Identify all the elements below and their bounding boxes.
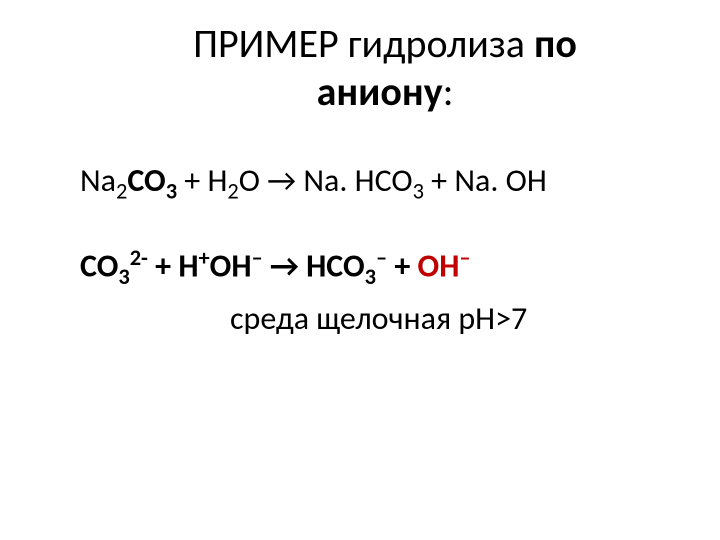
eq2-hco-sup: –: [376, 245, 387, 272]
eq2-co-sub: 3: [118, 264, 129, 291]
eq2-hco-sub: 3: [365, 264, 376, 291]
eq2-oh: OH: [210, 247, 252, 286]
molecular-equation: Na2CO3 + H2O → Na. HCO3 + Na. OH: [80, 161, 660, 205]
ionic-equation: CO32- + H+OH– → HCO3– + OH–: [80, 245, 660, 291]
eq2-co-sup: 2-: [130, 245, 148, 272]
eq2-arrow: → HCO: [263, 247, 365, 286]
eq1-co: CO: [127, 161, 165, 200]
environment-line: среда щелочная рН>7: [230, 299, 660, 338]
slide-title: ПРИМЕР гидролиза по аниону:: [110, 20, 660, 116]
eq1-prod1-sub: 3: [413, 178, 424, 205]
eq2-plus2: +: [387, 247, 417, 286]
env-text: среда щелочная рН>7: [230, 299, 527, 338]
eq1-o: O: [239, 161, 267, 200]
eq1-sub1: 2: [116, 178, 127, 205]
eq1-plus2: + Na. OH: [424, 161, 547, 200]
title-text-1: ПРИМЕР гидролиза: [193, 19, 534, 68]
eq2-oh2-sup: –: [459, 245, 470, 272]
eq2-plus-h: + H: [148, 247, 199, 286]
eq2-oh-sup: –: [252, 245, 263, 272]
eq1-na: Na: [80, 161, 116, 200]
title-colon: :: [443, 67, 454, 116]
title-line-2: аниону:: [110, 68, 660, 116]
eq1-plus-h: + H: [177, 161, 227, 200]
eq1-h2o-sub: 2: [227, 178, 238, 205]
eq1-prod1: Na. HCO: [296, 161, 412, 200]
title-line-1: ПРИМЕР гидролиза по: [110, 20, 660, 68]
title-bold-1: по: [534, 19, 577, 68]
eq2-h-sup: +: [199, 245, 210, 272]
eq2-oh2: OH: [418, 247, 460, 286]
eq2-co: CO: [80, 247, 118, 286]
eq1-arrow: →: [267, 161, 296, 200]
eq1-sub2: 3: [166, 178, 177, 205]
title-bold-2: аниону: [317, 67, 443, 116]
slide-container: ПРИМЕР гидролиза по аниону: Na2CO3 + H2O…: [0, 0, 720, 358]
